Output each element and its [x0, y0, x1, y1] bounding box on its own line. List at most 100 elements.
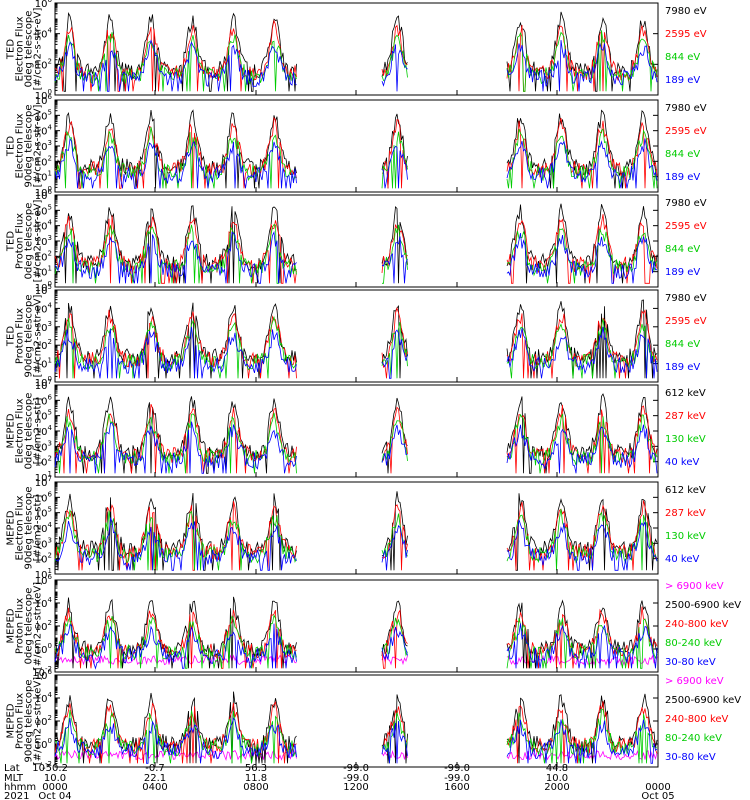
legend-entry: 844 eV — [665, 244, 700, 255]
series-trace — [54, 508, 658, 571]
y-tick-label: 106 — [35, 393, 53, 407]
y-tick-label: 106 — [35, 490, 53, 504]
y-tick-label: 102 — [35, 154, 52, 168]
legend-entry: 612 keV — [665, 388, 706, 399]
x-tick-label: 0400 — [142, 782, 167, 793]
y-tick-label: 104 — [35, 219, 53, 233]
y-tick-label: 101 — [35, 265, 52, 279]
x-tick-label: 10.0 — [546, 773, 568, 784]
y-tick-label: 102 — [35, 455, 52, 469]
legend-entry: 2595 eV — [665, 29, 707, 40]
y-tick-label: 105 — [35, 203, 52, 217]
legend-entry: 240-800 keV — [665, 714, 729, 725]
series-trace — [54, 326, 658, 379]
legend-entry: 80-240 keV — [665, 638, 722, 649]
legend-entry: 40 keV — [665, 554, 699, 565]
legend-entry: 80-240 keV — [665, 733, 722, 744]
legend-entry: 130 keV — [665, 531, 706, 542]
legend-entry: 189 eV — [665, 362, 700, 373]
x-tick-label: 56.3 — [245, 763, 267, 774]
legend-entry: 7980 eV — [665, 103, 707, 114]
series-trace — [54, 421, 658, 474]
x-tick-label: Oct 04 — [38, 791, 71, 800]
x-axis-row-label: hhmm — [4, 782, 36, 793]
y-tick-label: 103 — [35, 234, 52, 248]
y-tick-label: 104 — [35, 424, 53, 438]
y-tick-label: 101 — [35, 470, 52, 484]
y-axis-label: TEDElectron Flux90deg telescope[#/cm2-s-… — [6, 104, 44, 187]
legend-entry: 189 eV — [665, 172, 700, 183]
x-tick-label: 0000 — [42, 782, 67, 793]
x-tick-label: -50.2 — [42, 763, 68, 774]
legend-entry: 844 eV — [665, 149, 700, 160]
y-tick-label: 103 — [35, 320, 52, 334]
x-tick-label: 1600 — [444, 782, 469, 793]
y-tick-label: 100 — [35, 375, 52, 389]
y-tick-label: 102 — [35, 619, 52, 633]
y-tick-label: 104 — [35, 521, 53, 535]
x-tick-label: -99.0 — [343, 763, 369, 774]
y-tick-label: 105 — [35, 409, 52, 423]
y-tick-label: 100 — [35, 88, 52, 102]
legend-entry: 2595 eV — [665, 316, 707, 327]
y-tick-label: 106 — [35, 0, 53, 10]
x-tick-label: 44.8 — [546, 763, 568, 774]
y-tick-label: 104 — [35, 27, 53, 41]
y-tick-label: 105 — [35, 506, 52, 520]
y-tick-label: 101 — [35, 357, 52, 371]
y-tick-label: 100 — [35, 737, 52, 751]
legend-entry: 7980 eV — [665, 293, 707, 304]
y-axis-label: TEDProton Flux0deg telescope[#/cm2-s-str… — [6, 200, 44, 283]
legend-entry: > 6900 keV — [665, 676, 724, 687]
legend-entry: 287 keV — [665, 411, 706, 422]
legend-entry: 7980 eV — [665, 6, 707, 17]
x-tick-label: 0000 — [645, 782, 670, 793]
legend-entry: 2500-6900 keV — [665, 600, 741, 611]
y-tick-label: 101 — [35, 567, 52, 581]
y-axis-label: TEDElectron Flux0deg telescope[#/cm2-s-s… — [6, 8, 44, 91]
x-tick-label: 0800 — [243, 782, 268, 793]
series-trace — [54, 748, 658, 761]
legend-entry: 2595 eV — [665, 126, 707, 137]
legend-entry: 240-800 keV — [665, 619, 729, 630]
x-tick-label: -99.0 — [343, 773, 369, 784]
y-tick-label: 105 — [35, 108, 52, 122]
legend-entry: 612 keV — [665, 485, 706, 496]
y-tick-label: 106 — [35, 188, 53, 202]
y-tick-label: 107 — [35, 378, 52, 392]
y-axis-label: MEPEDProton Flux0deg telescope[#/cm2-s-s… — [6, 582, 44, 670]
y-tick-label: 104 — [35, 596, 53, 610]
y-axis-label: TEDProton Flux90deg telescope[#/cm2-s-st… — [6, 294, 44, 377]
legend-entry: 189 eV — [665, 267, 700, 278]
y-tick-label: 106 — [35, 93, 53, 107]
legend-entry: 2595 eV — [665, 221, 707, 232]
legend-entry: 287 keV — [665, 508, 706, 519]
y-tick-label: 100 — [35, 280, 52, 294]
series-trace — [54, 516, 658, 571]
x-tick-label: Oct 05 — [641, 791, 674, 800]
y-axis-label: MEPEDProton Flux90deg telescope[#/cm2-s-… — [6, 677, 44, 765]
y-axis-label: MEPEDElectron Flux90deg telescope[#/cm2-… — [6, 486, 44, 569]
legend-entry: 130 keV — [665, 434, 706, 445]
legend-entry: 189 eV — [665, 75, 700, 86]
x-axis-row-label: 2021 — [4, 791, 29, 800]
series-trace — [54, 230, 658, 284]
x-tick-label: 11.8 — [245, 773, 267, 784]
legend-entry: 844 eV — [665, 339, 700, 350]
series-trace — [54, 137, 658, 189]
legend-entry: 2500-6900 keV — [665, 695, 741, 706]
x-tick-label: 2000 — [544, 782, 569, 793]
y-tick-label: 105 — [35, 283, 52, 297]
x-tick-label: 22.1 — [144, 773, 166, 784]
y-tick-label: 10-2 — [32, 760, 52, 774]
legend-entry: 30-80 keV — [665, 657, 716, 668]
series-trace — [54, 491, 658, 571]
y-tick-label: 107 — [35, 475, 52, 489]
